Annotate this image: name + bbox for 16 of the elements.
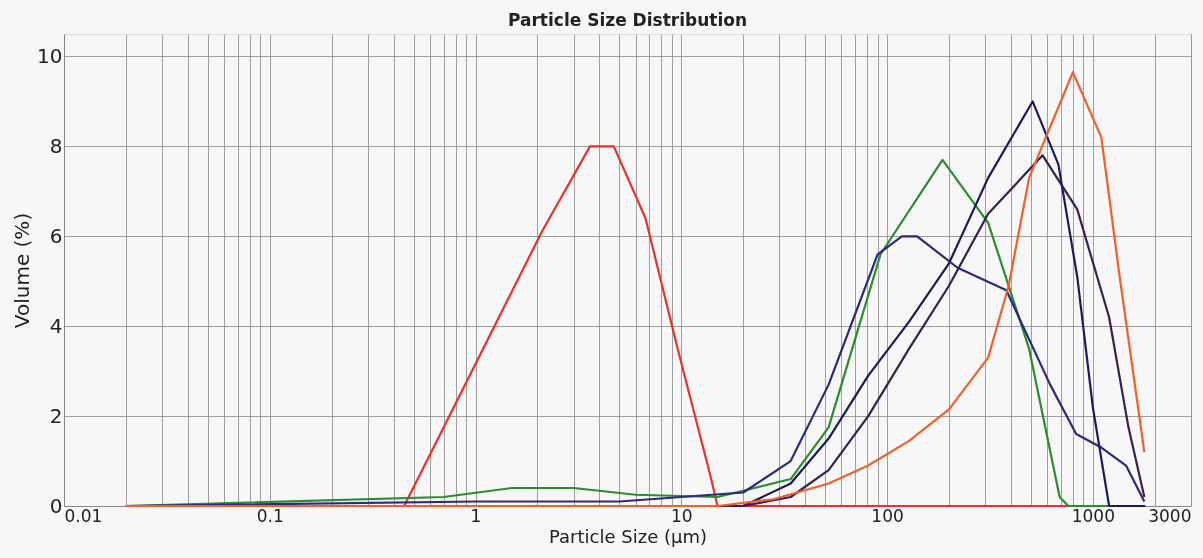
- y-tick-label: 8: [49, 133, 63, 158]
- x-tick-label: 0.01: [64, 505, 103, 526]
- y-tick-label: 6: [49, 223, 63, 248]
- y-tick-label: 4: [49, 313, 63, 338]
- x-tick-label: 10: [670, 505, 693, 526]
- chart-title: Particle Size Distribution: [508, 10, 747, 30]
- x-tick-label: 100: [871, 505, 904, 526]
- x-axis-title: Particle Size (μm): [549, 525, 707, 547]
- y-tick-label: 0: [49, 493, 63, 518]
- x-tick-label: 1000: [1071, 505, 1115, 526]
- y-axis-title: Volume (%): [10, 212, 35, 329]
- x-tick-label: 3000: [1148, 505, 1192, 526]
- x-tick-label: 1: [470, 505, 482, 526]
- y-tick-label: 10: [37, 43, 63, 68]
- y-tick-label: 2: [49, 403, 63, 428]
- x-tick-label: 0.1: [256, 505, 284, 526]
